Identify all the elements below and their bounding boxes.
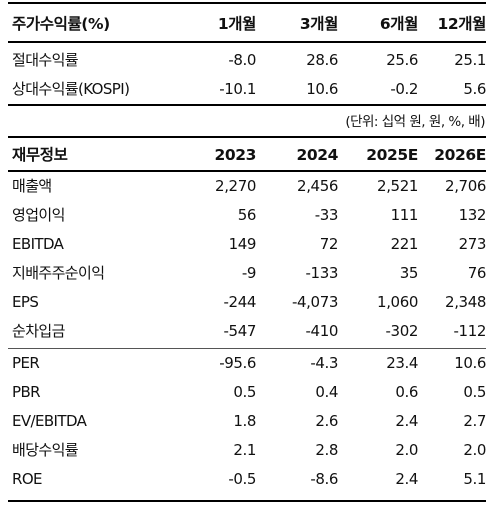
- row-value: -8.0: [228, 51, 256, 69]
- row-label: PBR: [12, 383, 41, 401]
- row-value: 2,521: [377, 177, 418, 195]
- row-value: 0.6: [395, 383, 418, 401]
- row-value: 5.6: [463, 80, 486, 98]
- row-value: 0.4: [315, 383, 338, 401]
- row-value: -547: [223, 322, 257, 340]
- row-label: 절대수익률: [12, 51, 79, 69]
- row-value: 1.8: [233, 412, 256, 430]
- row-value: 149: [228, 235, 257, 253]
- row-label: 상대수익률(KOSPI): [12, 80, 130, 98]
- financials-row-net-income: 지배주주순이익 -9 -133 35 76: [8, 258, 486, 288]
- returns-bottom-rule: [8, 104, 486, 106]
- row-value: -9: [241, 264, 257, 282]
- row-value: -33: [314, 206, 339, 224]
- financials-row-net-debt: 순차입금 -547 -410 -302 -112: [8, 316, 486, 346]
- row-value: -410: [305, 322, 339, 340]
- row-value: 25.1: [454, 51, 486, 69]
- row-value: -0.5: [228, 470, 256, 488]
- row-value: 2,456: [297, 177, 338, 195]
- row-value: 221: [390, 235, 419, 253]
- valuation-divider: [8, 348, 486, 349]
- financials-header-row: 재무정보 2023 2024 2025E 2026E: [8, 140, 486, 170]
- financials-title: 재무정보: [12, 146, 68, 164]
- row-value: 76: [467, 264, 487, 282]
- row-label: 배당수익률: [12, 441, 79, 459]
- row-value: -10.1: [219, 80, 256, 98]
- financials-top-rule: [8, 136, 486, 138]
- row-value: 2.0: [395, 441, 418, 459]
- row-value: 10.6: [454, 354, 486, 372]
- row-value: 2,270: [215, 177, 256, 195]
- row-value: -8.6: [310, 470, 338, 488]
- unit-note: (단위: 십억 원, 원, %, 배): [345, 114, 485, 130]
- row-value: 273: [458, 235, 487, 253]
- financials-row-ev-ebitda: EV/EBITDA 1.8 2.6 2.4 2.7: [8, 406, 486, 436]
- row-label: 영업이익: [12, 206, 65, 224]
- financials-row-dividend-yield: 배당수익률 2.1 2.8 2.0 2.0: [8, 435, 486, 465]
- row-value: 56: [237, 206, 257, 224]
- financials-row-roe: ROE -0.5 -8.6 2.4 5.1: [8, 464, 486, 494]
- returns-header-row: 주가수익률(%) 1개월 3개월 6개월 12개월: [8, 9, 486, 39]
- row-value: 2,348: [445, 293, 486, 311]
- row-value: 5.1: [463, 470, 486, 488]
- row-label: EPS: [12, 293, 39, 311]
- row-value: 111: [390, 206, 419, 224]
- financials-col-2025e: 2025E: [366, 146, 418, 164]
- row-label: EV/EBITDA: [12, 412, 87, 430]
- row-label: EBITDA: [12, 235, 64, 253]
- row-value: 132: [458, 206, 487, 224]
- row-value: 2.7: [463, 412, 486, 430]
- row-value: 2,706: [445, 177, 486, 195]
- row-value: 0.5: [233, 383, 256, 401]
- row-value: 28.6: [306, 51, 338, 69]
- row-value: 1,060: [377, 293, 418, 311]
- row-value: -4.3: [310, 354, 338, 372]
- row-value: -112: [453, 322, 487, 340]
- returns-col-3m: 3개월: [299, 15, 339, 33]
- financials-col-2024: 2024: [296, 146, 338, 164]
- row-label: 지배주주순이익: [12, 264, 105, 282]
- row-value: 2.4: [395, 470, 418, 488]
- financials-col-2026e: 2026E: [434, 146, 486, 164]
- row-value: -302: [385, 322, 419, 340]
- row-label: 순차입금: [12, 322, 65, 340]
- row-value: 2.1: [233, 441, 256, 459]
- returns-title: 주가수익률(%): [12, 15, 110, 33]
- row-label: ROE: [12, 470, 43, 488]
- row-label: PER: [12, 354, 40, 372]
- row-value: -133: [305, 264, 339, 282]
- financials-row-operating-income: 영업이익 56 -33 111 132: [8, 200, 486, 230]
- row-value: 35: [399, 264, 419, 282]
- row-value: 2.0: [463, 441, 486, 459]
- row-value: -95.6: [219, 354, 256, 372]
- financials-row-pbr: PBR 0.5 0.4 0.6 0.5: [8, 377, 486, 407]
- row-value: 72: [319, 235, 339, 253]
- financials-row-revenue: 매출액 2,270 2,456 2,521 2,706: [8, 171, 486, 201]
- returns-row-absolute: 절대수익률 -8.0 28.6 25.6 25.1: [8, 45, 486, 75]
- returns-header-rule: [8, 41, 486, 43]
- row-value: 23.4: [386, 354, 418, 372]
- financials-header-rule: [8, 170, 486, 172]
- row-label: 매출액: [12, 177, 52, 195]
- row-value: -0.2: [390, 80, 418, 98]
- financials-row-eps: EPS -244 -4,073 1,060 2,348: [8, 287, 486, 317]
- returns-col-1m: 1개월: [217, 15, 257, 33]
- row-value: 25.6: [386, 51, 418, 69]
- row-value: -244: [223, 293, 257, 311]
- returns-col-6m: 6개월: [379, 15, 419, 33]
- returns-row-relative: 상대수익률(KOSPI) -10.1 10.6 -0.2 5.6: [8, 74, 486, 104]
- row-value: 2.4: [395, 412, 418, 430]
- returns-col-12m: 12개월: [437, 15, 487, 33]
- financials-bottom-rule: [8, 500, 486, 502]
- row-value: 0.5: [463, 383, 486, 401]
- row-value: 2.6: [315, 412, 338, 430]
- row-value: 10.6: [306, 80, 338, 98]
- financials-col-2023: 2023: [214, 146, 256, 164]
- returns-top-rule: [8, 2, 486, 4]
- financials-row-per: PER -95.6 -4.3 23.4 10.6: [8, 348, 486, 378]
- row-value: 2.8: [315, 441, 338, 459]
- row-value: -4,073: [292, 293, 338, 311]
- financials-row-ebitda: EBITDA 149 72 221 273: [8, 229, 486, 259]
